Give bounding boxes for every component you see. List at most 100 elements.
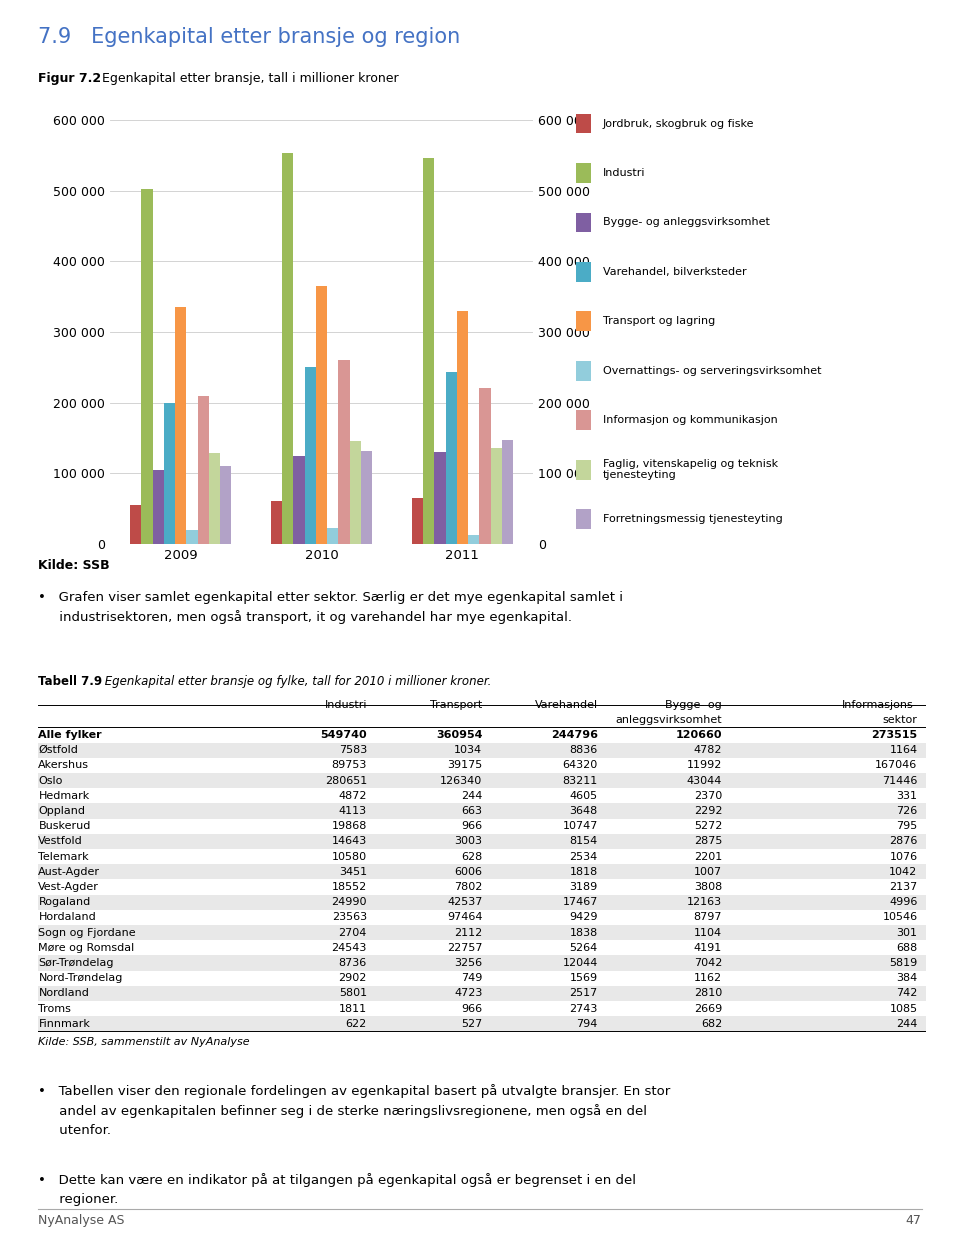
Text: 1076: 1076	[889, 852, 918, 861]
Text: 14643: 14643	[332, 837, 367, 847]
Text: 749: 749	[461, 973, 483, 983]
Text: Varehandel, bilverksteder: Varehandel, bilverksteder	[603, 267, 747, 277]
FancyBboxPatch shape	[38, 925, 926, 941]
FancyBboxPatch shape	[38, 1016, 926, 1031]
Text: 11992: 11992	[686, 760, 722, 770]
Text: Oppland: Oppland	[38, 806, 85, 816]
Text: Industri: Industri	[603, 168, 645, 178]
Text: 4782: 4782	[694, 745, 722, 755]
Text: •   Grafen viser samlet egenkapital etter sektor. Særlig er det mye egenkapital : • Grafen viser samlet egenkapital etter …	[38, 591, 623, 624]
Text: Finnmark: Finnmark	[38, 1018, 90, 1028]
Text: 9429: 9429	[569, 912, 598, 922]
FancyBboxPatch shape	[38, 864, 926, 880]
Text: 167046: 167046	[876, 760, 918, 770]
Bar	[164, 403, 175, 544]
Text: 1569: 1569	[569, 973, 598, 983]
Text: 64320: 64320	[563, 760, 598, 770]
Text: 4872: 4872	[339, 791, 367, 801]
Text: 4996: 4996	[889, 897, 918, 907]
Text: Egenkapital etter bransje og fylke, tall for 2010 i millioner kroner.: Egenkapital etter bransje og fylke, tall…	[101, 675, 492, 688]
Text: 1007: 1007	[694, 866, 722, 876]
Text: Faglig, vitenskapelig og teknisk
tjenesteyting: Faglig, vitenskapelig og teknisk tjenest…	[603, 459, 778, 481]
Text: Sogn og Fjordane: Sogn og Fjordane	[38, 927, 136, 938]
Text: Oslo: Oslo	[38, 776, 62, 786]
Bar	[412, 498, 423, 544]
Text: 273515: 273515	[872, 730, 918, 740]
Text: 2292: 2292	[694, 806, 722, 816]
Text: 2517: 2517	[569, 989, 598, 999]
Text: Egenkapital etter bransje, tall i millioner kroner: Egenkapital etter bransje, tall i millio…	[98, 72, 398, 85]
Text: 5264: 5264	[569, 943, 598, 953]
Text: 22757: 22757	[447, 943, 483, 953]
Text: 384: 384	[897, 973, 918, 983]
Bar	[479, 388, 491, 544]
Text: 43044: 43044	[686, 776, 722, 786]
Text: 2669: 2669	[694, 1004, 722, 1014]
Text: 7.9   Egenkapital etter bransje og region: 7.9 Egenkapital etter bransje og region	[38, 27, 461, 47]
Bar	[131, 506, 141, 544]
Text: 2370: 2370	[694, 791, 722, 801]
Text: Møre og Romsdal: Møre og Romsdal	[38, 943, 134, 953]
Text: 3451: 3451	[339, 866, 367, 876]
Text: 7042: 7042	[694, 958, 722, 968]
Bar	[502, 440, 513, 544]
FancyBboxPatch shape	[38, 772, 926, 789]
Text: 5272: 5272	[694, 821, 722, 832]
Text: Kilde: SSB, sammenstilt av NyAnalyse: Kilde: SSB, sammenstilt av NyAnalyse	[38, 1037, 250, 1047]
FancyBboxPatch shape	[38, 955, 926, 970]
Text: 83211: 83211	[563, 776, 598, 786]
Text: 4191: 4191	[694, 943, 722, 953]
Text: 966: 966	[461, 821, 483, 832]
Text: 3808: 3808	[694, 883, 722, 892]
Text: 244: 244	[896, 1018, 918, 1028]
Bar	[186, 530, 198, 544]
Text: 360954: 360954	[436, 730, 483, 740]
Text: 2137: 2137	[889, 883, 918, 892]
Text: 628: 628	[461, 852, 483, 861]
Text: Sør-Trøndelag: Sør-Trøndelag	[38, 958, 114, 968]
Text: 24990: 24990	[331, 897, 367, 907]
Bar	[423, 157, 434, 544]
Text: Telemark: Telemark	[38, 852, 89, 861]
Text: Tabell 7.9: Tabell 7.9	[38, 675, 103, 688]
Text: 42537: 42537	[447, 897, 483, 907]
Bar	[349, 441, 361, 544]
Text: 5819: 5819	[889, 958, 918, 968]
Bar	[198, 396, 209, 544]
Text: 4113: 4113	[339, 806, 367, 816]
Text: Jordbruk, skogbruk og fiske: Jordbruk, skogbruk og fiske	[603, 119, 755, 129]
FancyBboxPatch shape	[38, 803, 926, 818]
Text: 1104: 1104	[694, 927, 722, 938]
Bar	[434, 452, 445, 544]
Text: 7802: 7802	[454, 883, 483, 892]
Text: Forretningsmessig tjenesteyting: Forretningsmessig tjenesteyting	[603, 514, 782, 524]
Bar	[491, 449, 502, 544]
Text: 8836: 8836	[569, 745, 598, 755]
Text: anleggsvirksomhet: anleggsvirksomhet	[615, 714, 722, 724]
Text: 8797: 8797	[694, 912, 722, 922]
Text: 10546: 10546	[882, 912, 918, 922]
Text: Informasjons-: Informasjons-	[842, 700, 918, 709]
Text: 2875: 2875	[694, 837, 722, 847]
Text: 4723: 4723	[454, 989, 483, 999]
Text: Rogaland: Rogaland	[38, 897, 90, 907]
Text: 120660: 120660	[676, 730, 722, 740]
Bar	[282, 152, 294, 544]
Text: 1811: 1811	[339, 1004, 367, 1014]
Text: sektor: sektor	[882, 714, 918, 724]
Text: 280651: 280651	[324, 776, 367, 786]
Text: 2534: 2534	[569, 852, 598, 861]
FancyBboxPatch shape	[38, 895, 926, 910]
Text: 3189: 3189	[569, 883, 598, 892]
Bar	[175, 308, 186, 544]
Text: 47: 47	[905, 1214, 922, 1227]
Text: Troms: Troms	[38, 1004, 71, 1014]
Text: Buskerud: Buskerud	[38, 821, 91, 832]
Text: Bygge- og anleggsvirksomhet: Bygge- og anleggsvirksomhet	[603, 218, 770, 227]
Text: Østfold: Østfold	[38, 745, 79, 755]
Text: 8736: 8736	[339, 958, 367, 968]
Text: Kilde: SSB: Kilde: SSB	[38, 559, 110, 572]
Text: 966: 966	[461, 1004, 483, 1014]
Text: Vestfold: Vestfold	[38, 837, 84, 847]
Text: 10580: 10580	[332, 852, 367, 861]
